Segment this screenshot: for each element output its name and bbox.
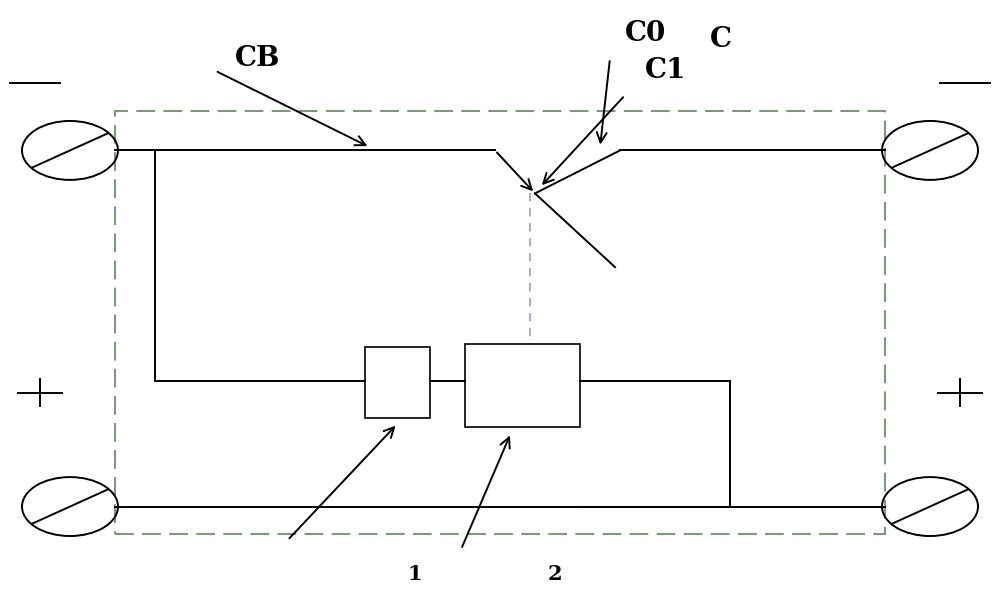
Bar xyxy=(365,347,430,418)
Text: CB: CB xyxy=(235,45,280,72)
Text: 2: 2 xyxy=(548,564,562,584)
Bar xyxy=(115,111,885,534)
Text: C1: C1 xyxy=(645,57,686,84)
Text: 1: 1 xyxy=(408,564,422,584)
Text: C: C xyxy=(710,26,732,53)
Text: C0: C0 xyxy=(625,20,666,47)
Bar xyxy=(465,344,580,427)
